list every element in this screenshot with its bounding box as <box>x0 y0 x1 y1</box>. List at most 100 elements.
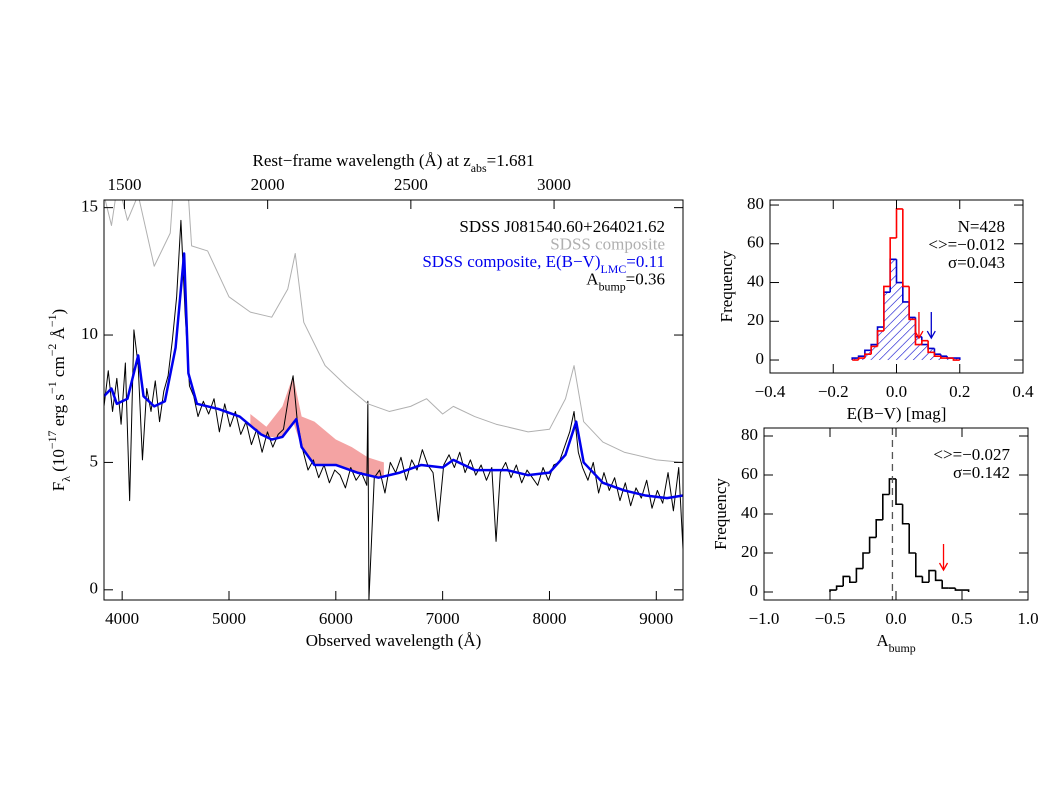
hist-step <box>901 504 910 525</box>
annotation-part: A <box>586 269 599 288</box>
annotation: σ=0.043 <box>948 253 1005 272</box>
x2-axis-title-part: abs <box>471 161 487 175</box>
annotation: Abump=0.36 <box>586 269 665 293</box>
axes-frame <box>763 427 1029 601</box>
hist-step <box>842 575 850 587</box>
legend-entry-part: LMC <box>601 262 627 276</box>
shaded-band <box>250 375 384 478</box>
x-axis-title-part: A <box>876 631 889 650</box>
arrow-head <box>926 330 936 340</box>
hist-step <box>862 552 870 569</box>
x-axis-title: E(B−V) [mag] <box>847 404 947 423</box>
x-tick-label: 6000 <box>319 609 353 628</box>
x-tick-label: 0.2 <box>949 382 970 401</box>
annotation: <>=−0.012 <box>928 235 1005 254</box>
axes-frame <box>769 199 1024 374</box>
y-axis-title-part: F <box>49 482 68 491</box>
legend-entry: SDSS composite, E(B−V)LMC=0.11 <box>422 252 665 276</box>
y-axis-title-part: (10 <box>49 449 68 476</box>
y-axis-title-part: cm <box>49 356 68 381</box>
plot-area <box>851 208 961 361</box>
arrow-marker <box>914 312 924 340</box>
hist-bar-fill <box>953 358 960 361</box>
hist-step <box>829 589 837 593</box>
chart-panel: 4000 5000 6000 7000 8000 9000 1500 2000 2500 3000… <box>45 151 684 650</box>
x-tick-label: 7000 <box>426 609 460 628</box>
x2-axis-title-part: =1.681 <box>487 151 535 170</box>
hist-step <box>927 340 935 354</box>
hist-step <box>875 519 883 538</box>
hist-step <box>952 358 960 361</box>
y-axis-title-part: −17 <box>45 430 59 449</box>
hist-step <box>895 478 903 506</box>
hist-step <box>908 523 916 554</box>
y-axis-title-part: −1 <box>45 314 59 327</box>
y-tick-label: 80 <box>741 425 758 444</box>
y-axis-title: Fλ (10−17 erg s−1 cm−2 Å−1) <box>45 309 73 491</box>
arrow-head <box>938 562 949 572</box>
x2-tick-label: 2500 <box>394 175 428 194</box>
hist-bar-fill <box>909 317 916 361</box>
y-tick-label: 40 <box>747 271 764 290</box>
hist-step <box>954 588 962 591</box>
x-tick-label: 0.0 <box>886 382 907 401</box>
x-tick-label: 1.0 <box>1017 609 1038 628</box>
x-tick-label: 5000 <box>212 609 246 628</box>
y-tick-label: 60 <box>747 233 764 252</box>
hist-bar-fill <box>877 327 884 361</box>
chart-panel: −1.0 −0.5 0.0 0.5 1.0 0 20 40 60 80 Abump Frequency… <box>711 425 1039 655</box>
x-tick-label: 9000 <box>639 609 673 628</box>
hist-step <box>864 353 872 359</box>
legend-entry: SDSS J081540.60+264021.62 <box>459 217 665 236</box>
hist-bar-fill <box>890 259 897 361</box>
hist-bar-fill <box>864 350 872 361</box>
arrow-marker <box>938 544 949 572</box>
y-axis-title-part: −1 <box>45 381 59 394</box>
hist-step <box>933 348 941 356</box>
hist-bar-fill <box>883 292 891 361</box>
hist-bar-fill <box>934 354 941 361</box>
annotation: σ=0.142 <box>953 463 1010 482</box>
hist-bar-fill <box>915 336 922 361</box>
x2-axis-title-part: Rest−frame wavelength (Å) at z <box>253 151 472 170</box>
legend-entry-part: SDSS composite, E(B−V) <box>422 252 600 271</box>
hist-step <box>835 585 844 591</box>
x-axis-title: Abump <box>876 631 915 655</box>
x-axis-title: Observed wavelength (Å) <box>306 631 482 650</box>
x-tick-label: 0.5 <box>951 609 972 628</box>
hist-bar-fill <box>871 344 878 361</box>
hist-step <box>934 570 943 582</box>
hist-step <box>889 237 897 287</box>
y-axis-title-part: Å <box>49 326 68 343</box>
y-tick-label: 10 <box>81 324 98 343</box>
y-tick-label: 5 <box>90 451 99 470</box>
x-tick-label: 0.4 <box>1012 382 1034 401</box>
hist-step <box>868 536 877 554</box>
x-tick-label: −1.0 <box>749 609 780 628</box>
hist-step <box>902 282 910 303</box>
hist-step <box>888 478 896 495</box>
hist-step <box>870 345 878 355</box>
hist-step <box>939 356 948 359</box>
annotation: N=428 <box>958 217 1005 236</box>
y-tick-label: 0 <box>90 579 99 598</box>
x-tick-label: −0.4 <box>755 382 786 401</box>
x-tick-label: 4000 <box>105 609 139 628</box>
hist-step <box>883 285 891 331</box>
y-axis-title-part: ) <box>49 309 68 315</box>
annotation: <>=−0.027 <box>933 445 1010 464</box>
y-axis-title-part: −2 <box>45 344 59 357</box>
hist-step <box>928 569 936 583</box>
spectrum-line <box>104 200 683 463</box>
hist-step <box>939 354 948 357</box>
legend-entry-part: =0.11 <box>626 252 665 271</box>
annotation-part: =0.36 <box>626 269 665 288</box>
x-tick-label: −0.2 <box>818 382 849 401</box>
y-axis-title-part: λ <box>59 476 73 482</box>
hist-bar-fill <box>852 358 859 361</box>
hist-step <box>908 301 916 319</box>
arrow-marker <box>926 312 936 340</box>
hist-step <box>895 208 903 238</box>
